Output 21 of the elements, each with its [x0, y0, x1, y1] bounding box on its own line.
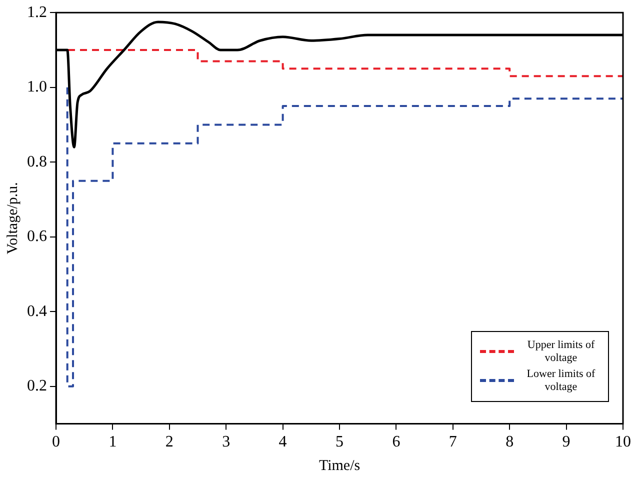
y-tick-label: 0.8	[27, 153, 47, 170]
x-tick-label: 10	[615, 434, 631, 451]
x-tick-label: 5	[336, 434, 344, 451]
x-tick-label: 4	[278, 434, 287, 451]
x-tick-label: 7	[448, 434, 457, 451]
x-tick-label: 8	[506, 434, 514, 451]
x-tick-label: 3	[222, 434, 230, 451]
y-tick-label: 1.0	[27, 78, 47, 96]
x-axis-title: Time/s	[318, 458, 360, 474]
y-tick-label: 0.4	[27, 302, 47, 320]
x-tick-label: 9	[562, 434, 570, 451]
x-tick-label: 2	[165, 434, 174, 451]
legend-label: Lower limits of voltage	[526, 368, 596, 394]
y-tick-label: 1.2	[27, 4, 47, 21]
x-tick-label: 1	[108, 434, 117, 451]
x-tick-label: 6	[392, 434, 400, 451]
y-tick-label: 0.2	[27, 378, 47, 395]
legend-label: Upper limits of voltage	[526, 338, 596, 365]
y-tick-label: 0.6	[27, 228, 47, 246]
x-tick-label: 0	[52, 434, 60, 451]
y-axis-title: Voltage/p.u.	[4, 182, 21, 254]
